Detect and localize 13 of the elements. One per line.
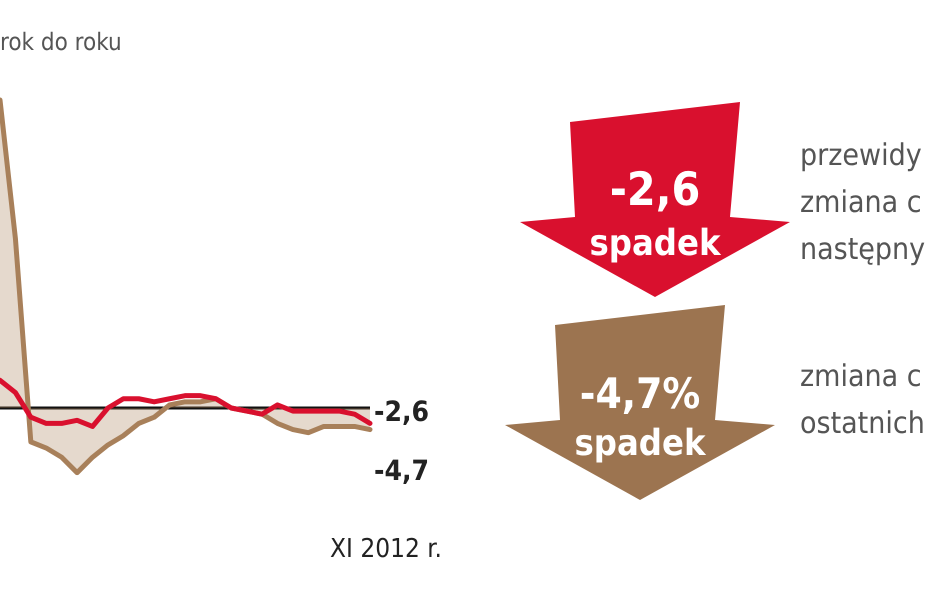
text: XI 2012 r. xyxy=(330,534,442,564)
text: -4,7% xyxy=(580,369,700,418)
text: -4,7 xyxy=(374,454,430,487)
text: -2,6 xyxy=(374,395,430,428)
text: -2,6 xyxy=(610,162,700,216)
text: spadek xyxy=(574,423,707,464)
text: zmiana c xyxy=(800,359,922,394)
chart-subtitle: rok do roku xyxy=(0,28,122,56)
text: zmiana c xyxy=(800,185,922,220)
text: przewidy xyxy=(800,138,922,173)
text: spadek xyxy=(589,223,722,264)
text: następny xyxy=(800,232,926,267)
text: ostatnich xyxy=(800,406,925,441)
